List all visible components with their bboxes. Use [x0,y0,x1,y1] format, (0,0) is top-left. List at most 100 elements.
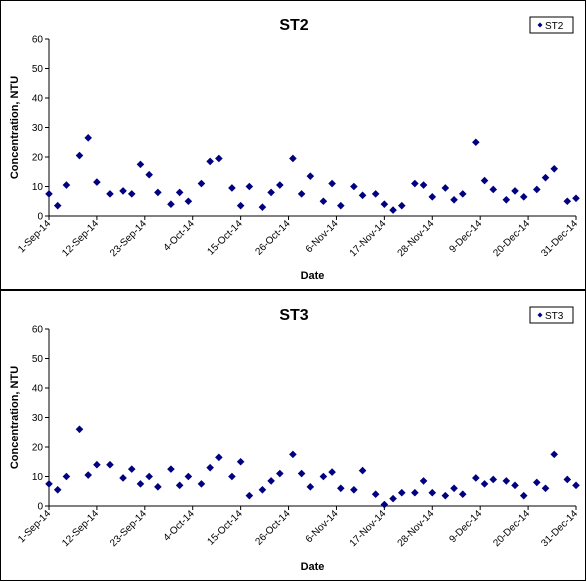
data-point [145,170,153,179]
data-point [184,472,193,481]
data-point [411,179,419,188]
legend: ST2 [529,16,574,34]
data-point [450,484,458,493]
data-point [297,469,306,478]
data-point [136,480,145,488]
data-point [489,185,498,194]
y-tick-label: 40 [32,384,44,395]
data-point [519,193,528,201]
data-point [245,491,254,500]
data-point [380,500,389,509]
y-tick-label: 60 [32,35,44,46]
data-point [380,200,389,208]
data-point [236,457,245,466]
data-point [62,472,71,481]
y-tick-label: 10 [32,472,44,483]
data-point [175,188,184,197]
data-point [84,134,92,142]
data-point [541,484,550,493]
data-point [319,197,328,206]
chart-panel-1: ST3 0 10 20 30 40 50 60 1-Sep-14 12-Sep-14 23-Sep-… [0,290,586,581]
data-point [563,197,572,206]
data-point [458,190,467,198]
data-point [428,488,437,497]
data-point [206,463,214,472]
legend-label: ST3 [545,311,564,322]
data-point [306,483,315,491]
chart-svg: ST2 0 10 20 30 40 50 60 1-Sep-14 12-Sep-14 23-Sep-… [9,16,580,282]
data-point [228,184,236,192]
data-point [533,478,541,487]
data-point [419,181,428,189]
data-point [350,182,358,191]
y-tick-label: 30 [32,413,44,424]
data-point [502,477,511,485]
data-point [328,179,336,188]
x-tick-label: 9-Dec-14 [447,508,484,545]
data-point [389,494,397,503]
data-point [84,471,92,479]
x-tick-label: 20-Dec-14 [491,218,532,259]
data-point [411,488,419,497]
data-point [45,480,53,488]
legend-marker [537,312,543,318]
data-point [45,190,53,198]
x-tick-label: 20-Dec-14 [491,508,532,549]
data-point [267,188,275,197]
data-point [502,195,511,204]
data-point [358,466,367,475]
data-point [480,176,489,185]
data-point [519,491,528,500]
data-point [106,190,114,198]
x-axis-label: Date [301,270,325,282]
data-point [297,190,306,198]
data-point [472,138,480,147]
data-point [389,206,397,214]
data-point [328,468,336,476]
data-point [258,203,267,211]
x-tick-label: 15-Oct-14 [206,508,246,548]
y-tick-label: 50 [32,354,44,365]
data-point [358,191,367,200]
data-point [93,460,101,469]
data-point [197,179,206,188]
data-point [106,460,114,469]
x-tick-label: 9-Dec-14 [447,218,484,255]
data-point [550,165,559,173]
x-tick-label: 26-Oct-14 [253,218,293,258]
chart-svg: ST3 0 10 20 30 40 50 60 1-Sep-14 12-Sep-14 23-Sep-… [9,306,580,573]
data-point [337,201,345,210]
x-tick-label: 17-Nov-14 [348,508,389,549]
x-tick-label: 17-Nov-14 [348,218,389,259]
x-tick-label: 15-Oct-14 [206,218,246,258]
data-point [75,425,84,434]
data-point [127,190,136,198]
y-tick-label: 40 [32,94,44,105]
data-point [397,488,406,497]
data-point [572,194,580,203]
data-point [289,154,297,163]
data-point [215,453,223,462]
data-point [119,474,127,482]
data-point [472,474,480,482]
data-point [119,187,127,195]
y-tick-label: 50 [32,64,44,75]
y-tick-label: 10 [32,182,44,193]
chart-title: ST2 [279,17,308,34]
x-tick-label: 4-Oct-14 [162,218,198,254]
data-point [541,173,550,182]
chart-panel-0: ST2 0 10 20 30 40 50 60 1-Sep-14 12-Sep-14 23-Sep-… [0,0,586,290]
x-tick-label: 23-Sep-14 [108,218,149,259]
data-point [154,188,162,197]
x-tick-label: 12-Sep-14 [60,508,101,549]
data-point [441,491,450,500]
data-point [511,187,519,195]
data-point [563,475,572,484]
x-tick-label: 1-Sep-14 [16,218,53,255]
data-point [419,477,428,485]
x-tick-label: 12-Sep-14 [60,218,101,259]
data-point [289,450,297,459]
data-point [206,157,214,166]
data-point [136,160,145,169]
